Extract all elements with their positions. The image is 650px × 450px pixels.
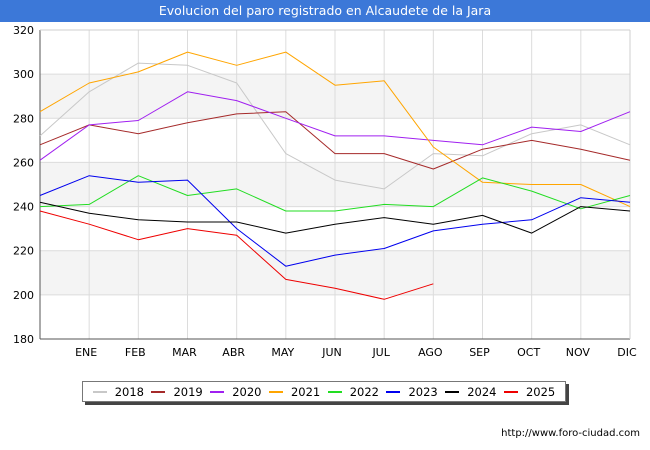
legend-swatch — [92, 390, 107, 393]
x-tick-label: ENE — [75, 346, 97, 359]
legend-item-2023: 2023 — [386, 384, 438, 399]
legend-item-2020: 2020 — [210, 384, 262, 399]
series-line-2018 — [39, 62, 631, 190]
legend-swatch — [327, 390, 342, 393]
legend-label: 2025 — [525, 384, 556, 399]
y-tick-label: 240 — [13, 201, 34, 214]
legend-label: 2020 — [232, 384, 262, 399]
legend-label: 2018 — [114, 384, 145, 399]
x-tick-label: AGO — [418, 346, 443, 359]
x-tick-label: JUN — [321, 346, 342, 359]
y-tick-label: 180 — [13, 333, 34, 346]
axes — [39, 29, 631, 340]
y-tick-label: 200 — [13, 289, 34, 302]
x-axis-ticks: ENE FEB MAR ABR MAY JUN JUL AGO SEP OCT NOV DIC — [75, 346, 637, 359]
series-line-2022 — [39, 175, 631, 212]
series-line-2020 — [39, 91, 631, 161]
legend-swatch — [445, 390, 460, 393]
y-tick-label: 260 — [13, 156, 34, 169]
series-line-2025 — [39, 210, 434, 300]
series-line-2019 — [39, 111, 631, 170]
y-tick-label: 280 — [13, 112, 34, 125]
legend-item-2019: 2019 — [151, 384, 203, 399]
legend-item-2024: 2024 — [445, 384, 497, 399]
legend-label: 2024 — [467, 384, 497, 399]
y-tick-label: 300 — [13, 68, 34, 81]
x-tick-label: ABR — [222, 346, 245, 359]
x-tick-label: JUL — [371, 346, 390, 359]
x-tick-label: DIC — [617, 346, 637, 359]
series-line-2021 — [39, 51, 631, 208]
legend-label: 2021 — [290, 384, 321, 399]
source-url: http://www.foro-ciudad.com — [501, 428, 640, 439]
legend-label: 2022 — [349, 384, 380, 399]
legend-item-2021: 2021 — [268, 384, 321, 399]
legend-label: 2023 — [408, 384, 438, 399]
y-tick-label: 320 — [13, 24, 34, 37]
legend-swatch — [386, 390, 401, 393]
series-line-2024 — [39, 201, 631, 234]
x-tick-label: MAR — [172, 346, 197, 359]
legend-item-2022: 2022 — [327, 384, 380, 399]
legend-item-2025: 2025 — [503, 384, 556, 399]
chart-title: Evolucion del paro registrado en Alcaude… — [0, 0, 650, 22]
legend-item-2018: 2018 — [92, 384, 145, 399]
series-lines — [39, 51, 631, 300]
x-tick-label: SEP — [469, 346, 490, 359]
x-tick-label: NOV — [566, 346, 591, 359]
y-tick-label: 220 — [13, 245, 34, 258]
x-tick-label: FEB — [125, 346, 146, 359]
x-tick-label: OCT — [517, 346, 540, 359]
legend-swatch — [268, 390, 283, 393]
legend-swatch — [210, 390, 225, 393]
x-tick-label: MAY — [271, 346, 294, 359]
legend-swatch — [151, 390, 166, 393]
legend-label: 2019 — [173, 384, 203, 399]
series-line-2023 — [39, 175, 631, 267]
legend: 2018 2019 2020 2021 2022 2023 2024 2025 — [82, 381, 566, 402]
legend-swatch — [503, 390, 518, 393]
y-axis-ticks: 180 200 220 240 260 280 300 320 — [13, 24, 34, 346]
